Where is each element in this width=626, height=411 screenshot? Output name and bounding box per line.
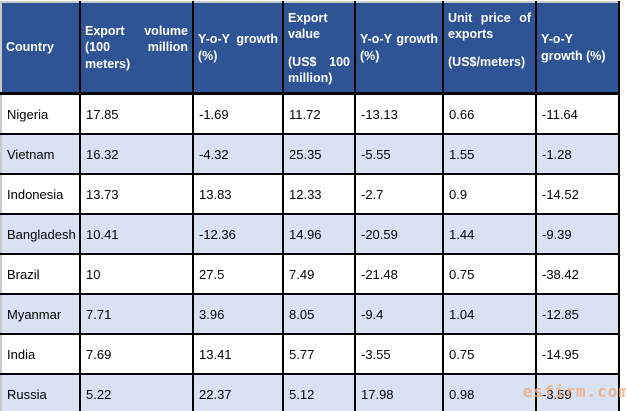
value-cell: -11.64	[535, 92, 620, 135]
header-sublabel: (US$/meters)	[448, 54, 526, 69]
value-cell: 16.32	[79, 133, 194, 175]
value-cell: -21.48	[354, 253, 444, 295]
header-cell-country: Country	[0, 1, 81, 95]
value-cell: -20.59	[354, 213, 444, 255]
table-row: Brazil 10 27.5 7.49 -21.48 0.75 -38.42	[0, 253, 620, 295]
value-cell: 0.75	[442, 253, 537, 295]
value-cell: 10	[79, 253, 194, 295]
value-cell: 8.05	[282, 293, 356, 335]
value-cell: 10.41	[79, 213, 194, 255]
header-label: Export volume (100 million meters)	[85, 24, 188, 71]
country-cell: India	[0, 333, 81, 375]
value-cell: -12.36	[192, 213, 284, 255]
value-cell: -14.52	[535, 173, 620, 215]
header-cell-export-value: Export value (US$ 100 million)	[282, 1, 356, 95]
header-label: Y-o-Y growth (%)	[198, 32, 278, 63]
header-label: Y-o-Y growth (%)	[541, 32, 606, 63]
value-cell: 0.98	[442, 373, 537, 411]
value-cell: 5.12	[282, 373, 356, 411]
value-cell: 13.83	[192, 173, 284, 215]
country-cell: Nigeria	[0, 92, 81, 135]
country-cell: Myanmar	[0, 293, 81, 335]
table-row: Nigeria 17.85 -1.69 11.72 -13.13 0.66 -1…	[0, 92, 620, 135]
header-row: Country Export volume (100 million meter…	[0, 1, 620, 95]
value-cell: -5.55	[354, 133, 444, 175]
country-cell: Indonesia	[0, 173, 81, 215]
header-cell-export-volume: Export volume (100 million meters)	[79, 1, 194, 95]
value-cell: -9.39	[535, 213, 620, 255]
value-cell: 7.49	[282, 253, 356, 295]
value-cell: 27.5	[192, 253, 284, 295]
value-cell: -2.7	[354, 173, 444, 215]
header-cell-yoy-growth-value: Y-o-Y growth (%)	[354, 1, 444, 95]
value-cell: -9.4	[354, 293, 444, 335]
header-cell-yoy-growth-price: Y-o-Y growth (%)	[535, 1, 620, 95]
value-cell: 0.75	[442, 333, 537, 375]
country-cell: Vietnam	[0, 133, 81, 175]
value-cell: 5.77	[282, 333, 356, 375]
value-cell: 13.41	[192, 333, 284, 375]
value-cell: -13.13	[354, 92, 444, 135]
value-cell: -12.85	[535, 293, 620, 335]
header-cell-unit-price: Unit price of exports (US$/meters)	[442, 1, 537, 95]
header-cell-yoy-growth-volume: Y-o-Y growth (%)	[192, 1, 284, 95]
table-row: India 7.69 13.41 5.77 -3.55 0.75 -14.95	[0, 333, 620, 375]
value-cell: 7.69	[79, 333, 194, 375]
country-cell: Brazil	[0, 253, 81, 295]
table-row: Indonesia 13.73 13.83 12.33 -2.7 0.9 -14…	[0, 173, 620, 215]
header-label: Country	[6, 40, 54, 55]
header-sublabel: (US$ 100 million)	[288, 54, 350, 85]
value-cell: 17.85	[79, 92, 194, 135]
value-cell: -3.55	[354, 333, 444, 375]
value-cell: 22.37	[192, 373, 284, 411]
country-cell: Russia	[0, 373, 81, 411]
header-label: Unit price of exports	[448, 11, 531, 42]
header-label: Export value	[288, 11, 328, 42]
value-cell: 1.44	[442, 213, 537, 255]
value-cell: 1.55	[442, 133, 537, 175]
value-cell: 0.66	[442, 92, 537, 135]
value-cell: 14.96	[282, 213, 356, 255]
value-cell: -4.32	[192, 133, 284, 175]
value-cell: -3.59	[535, 373, 620, 411]
table-row: Bangladesh 10.41 -12.36 14.96 -20.59 1.4…	[0, 213, 620, 255]
table-row: Myanmar 7.71 3.96 8.05 -9.4 1.04 -12.85	[0, 293, 620, 335]
value-cell: 25.35	[282, 133, 356, 175]
value-cell: 17.98	[354, 373, 444, 411]
value-cell: 13.73	[79, 173, 194, 215]
value-cell: -1.28	[535, 133, 620, 175]
value-cell: 1.04	[442, 293, 537, 335]
value-cell: 0.9	[442, 173, 537, 215]
value-cell: 3.96	[192, 293, 284, 335]
value-cell: 7.71	[79, 293, 194, 335]
header-label: Y-o-Y growth (%)	[360, 32, 438, 63]
table-row: Russia 5.22 22.37 5.12 17.98 0.98 -3.59	[0, 373, 620, 411]
value-cell: 5.22	[79, 373, 194, 411]
value-cell: 12.33	[282, 173, 356, 215]
value-cell: 11.72	[282, 92, 356, 135]
country-cell: Bangladesh	[0, 213, 81, 255]
value-cell: -1.69	[192, 92, 284, 135]
value-cell: -14.95	[535, 333, 620, 375]
table-row: Vietnam 16.32 -4.32 25.35 -5.55 1.55 -1.…	[0, 133, 620, 175]
value-cell: -38.42	[535, 253, 620, 295]
